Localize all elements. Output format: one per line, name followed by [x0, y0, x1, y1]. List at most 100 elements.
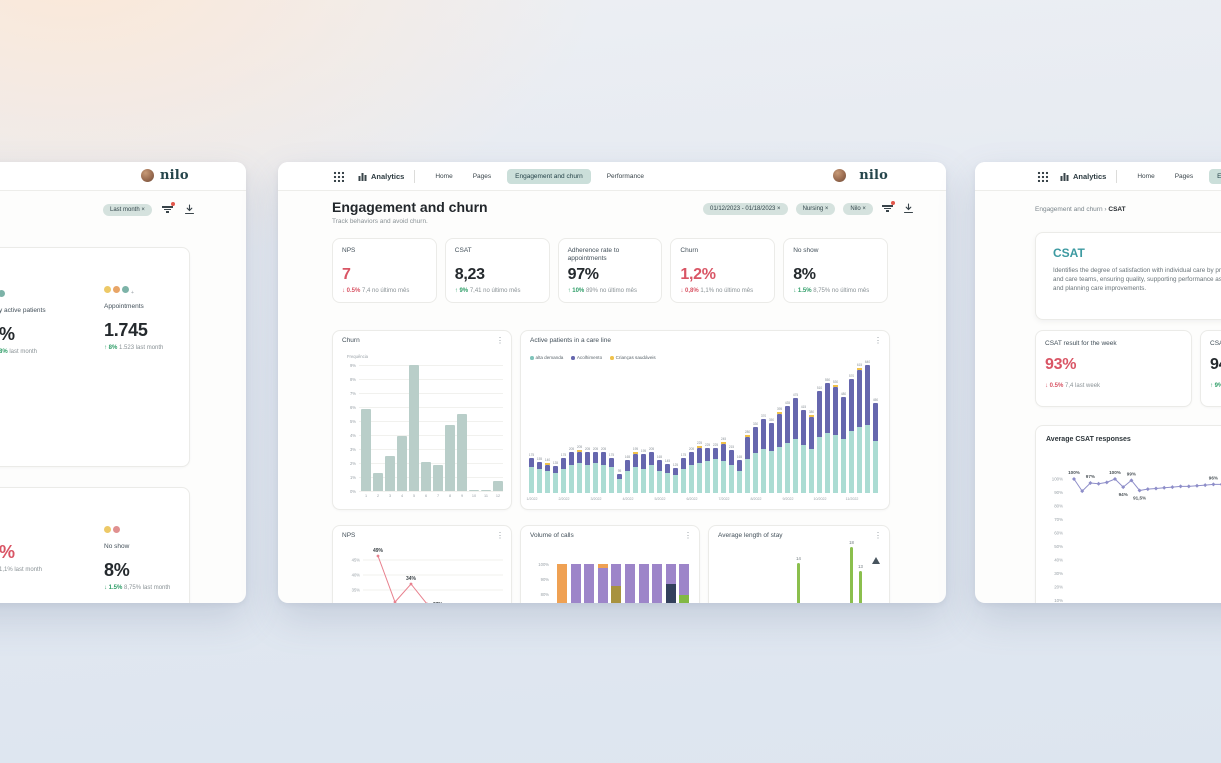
nav-pages[interactable]: Pages [1174, 172, 1194, 180]
legend-label: Crianças saudáveis [615, 355, 656, 360]
churn-bar [493, 480, 503, 491]
right-window: Analytics Home Pages Engageme Engagement… [975, 162, 1221, 603]
nps-chart-card: NPS ⋮ 45%40%35%30%49%29%34%27% [332, 525, 512, 603]
filter-chip-date-range[interactable]: 01/12/2023 - 01/18/2023 × [703, 202, 788, 215]
svg-text:45%: 45% [352, 558, 361, 563]
stack-teal [697, 463, 702, 493]
x-tick: 11 [484, 494, 488, 498]
bar-value: 175 [608, 453, 615, 457]
nav-home[interactable]: Home [435, 172, 453, 180]
svg-text:100%: 100% [1109, 470, 1121, 475]
attendee-dot-orange [113, 286, 120, 294]
kebab-menu-icon[interactable]: ⋮ [496, 531, 504, 540]
stack-teal [553, 473, 558, 493]
stack-teal [561, 469, 566, 493]
download-icon[interactable] [183, 203, 196, 216]
stack-purple [537, 462, 542, 469]
kpi-delta: 1,1% last month [0, 567, 43, 573]
nav-performance[interactable]: Performance [606, 172, 644, 180]
apps-grid-icon[interactable] [333, 170, 344, 182]
attendee-more: + [131, 290, 134, 296]
stack-teal [585, 465, 590, 493]
kpi-delta: ↓ 0.5% 7,4 last week [1045, 383, 1101, 389]
x-tick: 5/2022 [654, 497, 666, 501]
bar-value: 13 [858, 564, 863, 569]
bar-value: 125 [672, 463, 679, 467]
alert-triangle-icon[interactable] [872, 557, 880, 564]
bar-value: 415 [800, 405, 807, 409]
stack-teal [785, 443, 790, 493]
filter-chip-last-month[interactable]: Last month × [103, 203, 152, 216]
bar-value: 350 [768, 418, 775, 422]
churn-bar [469, 489, 479, 491]
stack-purple [873, 403, 878, 441]
kpi-value: 97% [567, 266, 599, 283]
breadcrumb[interactable]: Engagement and churn › CSAT [1035, 206, 1126, 213]
kpi-row: NPS 7 ↓ 0.5% 7,4 no último mês CSAT 8,23 ↑ 9%… [332, 238, 888, 303]
x-tick: 3 [388, 494, 392, 498]
analytics-app[interactable]: Analytics [358, 172, 404, 181]
bar-value: 435 [784, 401, 791, 405]
nav-pages[interactable]: Pages [472, 172, 492, 180]
volume-segment [665, 583, 676, 603]
nav-home[interactable]: Home [1137, 172, 1155, 180]
legend-item[interactable]: Crianças saudáveis [610, 355, 656, 360]
nav-tab-engagement[interactable]: Engageme [1209, 168, 1221, 184]
stack-purple [745, 437, 750, 459]
analytics-app[interactable]: Analytics [1060, 172, 1106, 181]
filter-icon[interactable] [161, 202, 175, 216]
legend-item[interactable]: alta demanda [530, 355, 563, 360]
volume-segment [638, 564, 649, 603]
kpi-note: 7,4 no último mês [362, 288, 410, 294]
stack-teal [737, 471, 742, 493]
bar-value: 155 [536, 457, 543, 461]
gridline [359, 463, 503, 464]
kebab-menu-icon[interactable]: ⋮ [874, 531, 882, 540]
kebab-menu-icon[interactable]: ⋮ [684, 531, 692, 540]
nav-divider [1116, 169, 1118, 183]
csat-result-card-2: CSAT resu 94% ↑ 9% 7,41 l [1200, 330, 1221, 407]
svg-text:94%: 94% [1119, 492, 1128, 497]
churn-bar [397, 436, 407, 491]
stack-teal [769, 451, 774, 493]
x-tick: 7 [436, 494, 440, 498]
stack-purple [681, 458, 686, 469]
apps-grid-icon[interactable] [1037, 170, 1048, 182]
volume-segment [665, 564, 676, 584]
churn-bar [433, 465, 443, 491]
filter-chip-nursing[interactable]: Nursing × [795, 202, 836, 215]
bar-value: 370 [760, 414, 767, 418]
stack-purple [569, 452, 574, 465]
bar-value: 205 [688, 447, 695, 451]
stack-purple [833, 387, 838, 435]
legend-item[interactable]: Acolhimento [571, 355, 602, 360]
csat-title: CSAT [1053, 246, 1085, 260]
stack-purple [713, 448, 718, 459]
user-avatar[interactable] [141, 169, 154, 182]
kpi-change: ↓ 0.5% [342, 288, 363, 294]
left-nav: nilo [0, 162, 246, 191]
kpi-note: 89% no último mês [585, 288, 637, 294]
bar-value: 450 [872, 398, 879, 402]
kebab-menu-icon[interactable]: ⋮ [496, 336, 504, 345]
filter-icon[interactable] [881, 201, 895, 215]
attendee-dot-yellow [104, 286, 111, 294]
kpi-value: 7 [342, 266, 351, 283]
user-avatar[interactable] [833, 169, 846, 182]
csat-plot: 100% 90% 80% 70% 60% 50% 40% 30% 20% 10% 100% 97% 10… [1036, 426, 1221, 603]
kpi-delta: ↑ 10% 89% no último mês [568, 288, 653, 294]
filter-chip-nilo[interactable]: Nilo × [843, 202, 873, 215]
nav-tab-engagement-and-churn[interactable]: Engagement and churn [507, 168, 591, 184]
download-icon[interactable] [902, 202, 915, 215]
bar-value: 530 [832, 380, 839, 384]
left-kpi-appointments: + Appointments 1.745 ↑ 8% 1.523 last mon… [104, 281, 163, 351]
stack-teal [569, 465, 574, 493]
stack-teal [777, 447, 782, 493]
chart-legend: alta demanda Acolhimento Crianças saudávei… [530, 355, 656, 360]
svg-text:96%: 96% [1209, 475, 1218, 480]
y-tick: 3% [349, 446, 356, 452]
kebab-menu-icon[interactable]: ⋮ [874, 336, 882, 345]
stack-purple [561, 458, 566, 469]
chart-title: Average length of stay [718, 532, 783, 539]
